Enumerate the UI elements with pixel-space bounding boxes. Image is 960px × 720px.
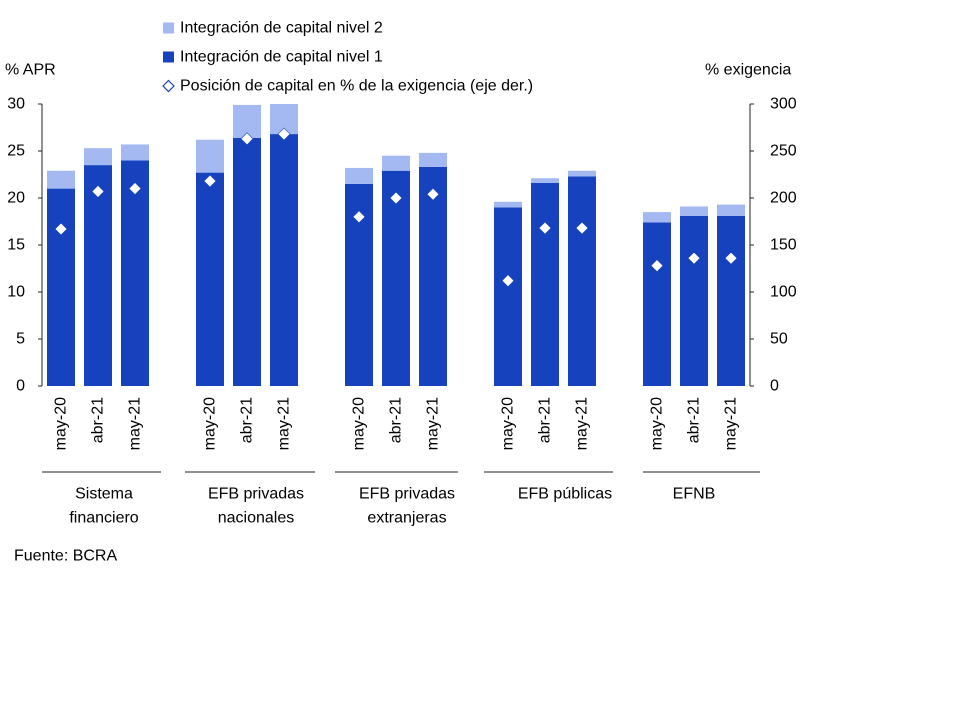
bar-capital-level-2	[717, 204, 745, 216]
capital-position-marker	[538, 221, 552, 235]
capital-position-marker	[240, 132, 254, 146]
category-label: abr-21	[239, 397, 256, 443]
category-label: may-21	[723, 397, 740, 450]
capital-position-marker	[426, 187, 440, 201]
bar-capital-level-1	[531, 182, 559, 386]
group-label: financiero	[69, 510, 138, 527]
bar-capital-level-2	[494, 201, 522, 208]
y-left-tick-label: 10	[7, 284, 25, 301]
capital-position-marker	[54, 222, 68, 236]
group-label: EFNB	[673, 486, 716, 503]
y-left-tick-label: 15	[7, 237, 25, 254]
category-label: may-20	[649, 397, 666, 450]
category-label: abr-21	[537, 397, 554, 443]
category-label: may-20	[202, 397, 219, 450]
legend-item: Integración de capital nivel 2	[163, 20, 383, 37]
legend-diamond-icon	[162, 79, 175, 93]
capital-position-marker	[501, 274, 515, 288]
group-label: extranjeras	[367, 510, 446, 527]
bars	[47, 104, 745, 386]
bar-capital-level-2	[382, 155, 410, 171]
category-label: abr-21	[90, 397, 107, 443]
legend-item: Posición de capital en % de la exigencia…	[162, 78, 533, 95]
y-left-tick-label: 0	[16, 378, 25, 395]
bar-capital-level-1	[419, 166, 447, 386]
y-right-tick-label: 100	[770, 284, 797, 301]
legend-swatch	[163, 51, 174, 63]
bar-capital-level-1	[382, 170, 410, 386]
y-left-axis-label: % APR	[5, 62, 56, 79]
bar-capital-level-1	[84, 165, 112, 386]
bar-capital-level-1	[680, 215, 708, 386]
bar-capital-level-1	[643, 222, 671, 386]
x-axis-labels: may-20 abr-21 may-21 Sistema financiero may-2…	[42, 397, 760, 527]
bar-capital-level-2	[345, 167, 373, 184]
capital-position-markers	[54, 127, 738, 288]
category-label: may-20	[500, 397, 517, 450]
category-label: may-21	[276, 397, 293, 450]
capital-position-marker	[203, 174, 217, 188]
legend: Integración de capital nivel 2 Integració…	[162, 20, 533, 95]
y-right-tick-label: 0	[770, 378, 779, 395]
bar-capital-level-2	[121, 144, 149, 161]
group-label: nacionales	[218, 510, 295, 527]
category-label: abr-21	[388, 397, 405, 443]
capital-position-marker	[277, 127, 291, 141]
y-right-tick-label: 250	[770, 143, 797, 160]
legend-item: Integración de capital nivel 1	[163, 49, 383, 66]
bar-capital-level-1	[233, 137, 261, 386]
y-left-tick-label: 5	[16, 331, 25, 348]
category-label: may-21	[425, 397, 442, 450]
group-label: EFB privadas	[208, 486, 304, 503]
legend-label: Integración de capital nivel 1	[180, 49, 383, 66]
bar-capital-level-1	[47, 188, 75, 386]
y-right-tick-label: 50	[770, 331, 788, 348]
legend-label: Integración de capital nivel 2	[180, 20, 383, 37]
capital-position-marker	[389, 191, 403, 205]
y-right-tick-label: 150	[770, 237, 797, 254]
bar-capital-level-1	[494, 207, 522, 386]
y-right-tick-label: 300	[770, 96, 797, 113]
bar-capital-level-2	[643, 212, 671, 223]
capital-position-marker	[91, 184, 105, 198]
bar-capital-level-2	[196, 139, 224, 173]
capital-position-marker	[352, 210, 366, 224]
capital-position-marker	[687, 251, 701, 265]
y-right-tick-label: 200	[770, 190, 797, 207]
category-label: abr-21	[686, 397, 703, 443]
bar-capital-level-1	[568, 176, 596, 386]
bar-capital-level-2	[531, 178, 559, 183]
bar-capital-level-2	[84, 148, 112, 166]
legend-swatch	[163, 22, 174, 34]
y-left-tick-label: 20	[7, 190, 25, 207]
bar-capital-level-2	[47, 170, 75, 189]
bar-capital-level-1	[270, 134, 298, 386]
bar-capital-level-2	[419, 152, 447, 167]
group-label: EFB públicas	[518, 486, 612, 503]
category-label: may-21	[574, 397, 591, 450]
capital-position-marker	[575, 221, 589, 235]
y-left-tick-label: 30	[7, 96, 25, 113]
y-left-tick-label: 25	[7, 143, 25, 160]
category-label: may-20	[53, 397, 70, 450]
source-note: Fuente: BCRA	[14, 548, 117, 565]
group-label: Sistema	[75, 486, 133, 503]
bar-capital-level-1	[717, 215, 745, 386]
category-label: may-21	[127, 397, 144, 450]
bar-capital-level-1	[121, 160, 149, 386]
bar-capital-level-1	[196, 172, 224, 386]
bar-capital-level-2	[568, 170, 596, 177]
capital-position-marker	[128, 182, 142, 196]
category-label: may-20	[351, 397, 368, 450]
bar-capital-level-2	[680, 206, 708, 216]
y-right-axis-label: % exigencia	[705, 62, 791, 79]
capital-position-marker	[724, 251, 738, 265]
capital-position-marker	[650, 259, 664, 273]
legend-label: Posición de capital en % de la exigencia…	[180, 78, 533, 95]
group-label: EFB privadas	[359, 486, 455, 503]
